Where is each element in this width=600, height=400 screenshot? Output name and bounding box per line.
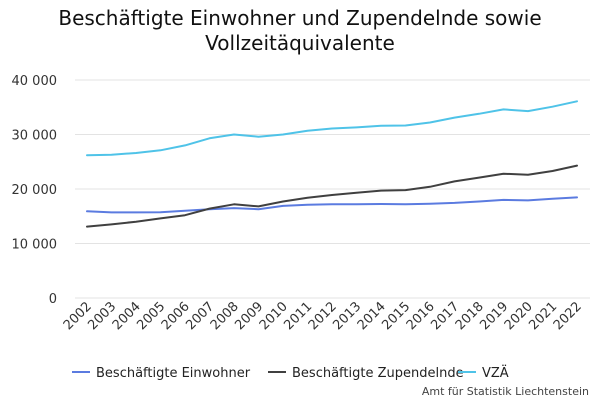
y-tick-label: 40 000 xyxy=(12,74,58,89)
y-axis-tick-labels: 0 10 000 20 000 30 000 40 000 xyxy=(12,74,58,307)
gridlines xyxy=(75,79,590,299)
legend-label: Beschäftigte Zupendelnde xyxy=(292,366,464,381)
x-tick-label: 2022 xyxy=(551,299,585,333)
source-note: Amt für Statistik Liechtenstein xyxy=(422,385,589,398)
legend-label: Beschäftigte Einwohner xyxy=(96,366,251,381)
chart-title: Beschäftigte Einwohner und Zupendelnde s… xyxy=(0,6,600,56)
x-axis-tick-labels: 2002200320042005200620072008200920102011… xyxy=(61,299,585,333)
legend: Beschäftigte Einwohner Beschäftigte Zupen… xyxy=(72,365,509,381)
series-line-1 xyxy=(86,196,578,214)
y-tick-label: 20 000 xyxy=(12,183,58,198)
y-tick-label: 10 000 xyxy=(12,238,58,253)
series-lines xyxy=(86,100,578,228)
y-tick-label: 0 xyxy=(49,292,57,307)
series-line-2 xyxy=(86,164,578,228)
series-line-3 xyxy=(86,100,578,157)
chart-title-line-2: Vollzeitäquivalente xyxy=(205,31,395,55)
y-tick-label: 30 000 xyxy=(12,129,58,144)
chart-title-line-1: Beschäftigte Einwohner und Zupendelnde s… xyxy=(58,6,542,30)
legend-label: VZÄ xyxy=(482,365,509,381)
